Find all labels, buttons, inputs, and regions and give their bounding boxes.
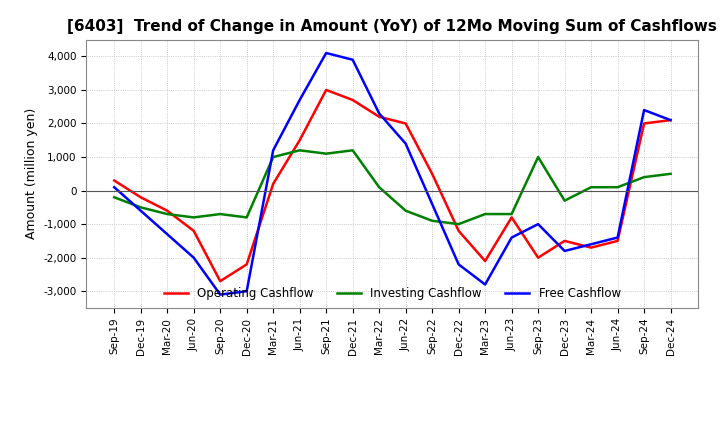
Free Cashflow [401,141,410,146]
Free Cashflow [481,282,490,287]
Operating Cashflow [189,228,198,234]
Free Cashflow [454,262,463,267]
Investing Cashflow [189,215,198,220]
Free Cashflow [666,117,675,123]
Investing Cashflow [454,221,463,227]
Operating Cashflow [295,138,304,143]
Operating Cashflow [375,114,384,119]
Free Cashflow [560,248,569,253]
Free Cashflow [587,242,595,247]
Free Cashflow [216,292,225,297]
Free Cashflow [348,57,357,62]
Investing Cashflow [269,154,277,160]
Operating Cashflow [163,208,171,213]
Operating Cashflow [243,262,251,267]
Operating Cashflow [481,258,490,264]
Operating Cashflow [666,117,675,123]
Legend: Operating Cashflow, Investing Cashflow, Free Cashflow: Operating Cashflow, Investing Cashflow, … [159,282,626,305]
Investing Cashflow [136,205,145,210]
Operating Cashflow [348,97,357,103]
Free Cashflow [508,235,516,240]
Investing Cashflow [508,211,516,216]
Investing Cashflow [666,171,675,176]
Free Cashflow [110,185,119,190]
Free Cashflow [189,255,198,260]
Investing Cashflow [163,211,171,216]
Operating Cashflow [640,121,649,126]
Operating Cashflow [269,181,277,187]
Operating Cashflow [534,255,542,260]
Operating Cashflow [508,215,516,220]
Free Cashflow [640,107,649,113]
Operating Cashflow [587,245,595,250]
Line: Operating Cashflow: Operating Cashflow [114,90,670,281]
Investing Cashflow [322,151,330,156]
Operating Cashflow [216,279,225,284]
Free Cashflow [428,202,436,207]
Investing Cashflow [560,198,569,203]
Y-axis label: Amount (million yen): Amount (million yen) [25,108,38,239]
Operating Cashflow [613,238,622,244]
Investing Cashflow [587,185,595,190]
Operating Cashflow [560,238,569,244]
Free Cashflow [322,50,330,55]
Free Cashflow [375,111,384,116]
Investing Cashflow [640,175,649,180]
Free Cashflow [295,97,304,103]
Free Cashflow [163,231,171,237]
Operating Cashflow [136,194,145,200]
Investing Cashflow [295,148,304,153]
Free Cashflow [269,148,277,153]
Operating Cashflow [110,178,119,183]
Investing Cashflow [428,218,436,224]
Free Cashflow [136,208,145,213]
Line: Free Cashflow: Free Cashflow [114,53,670,295]
Investing Cashflow [481,211,490,216]
Free Cashflow [243,289,251,294]
Line: Investing Cashflow: Investing Cashflow [114,150,670,224]
Investing Cashflow [110,194,119,200]
Investing Cashflow [534,154,542,160]
Investing Cashflow [348,148,357,153]
Free Cashflow [534,221,542,227]
Operating Cashflow [454,228,463,234]
Investing Cashflow [243,215,251,220]
Investing Cashflow [216,211,225,216]
Operating Cashflow [401,121,410,126]
Free Cashflow [613,235,622,240]
Operating Cashflow [428,171,436,176]
Investing Cashflow [375,185,384,190]
Investing Cashflow [401,208,410,213]
Title: [6403]  Trend of Change in Amount (YoY) of 12Mo Moving Sum of Cashflows: [6403] Trend of Change in Amount (YoY) o… [68,19,717,34]
Operating Cashflow [322,87,330,92]
Investing Cashflow [613,185,622,190]
